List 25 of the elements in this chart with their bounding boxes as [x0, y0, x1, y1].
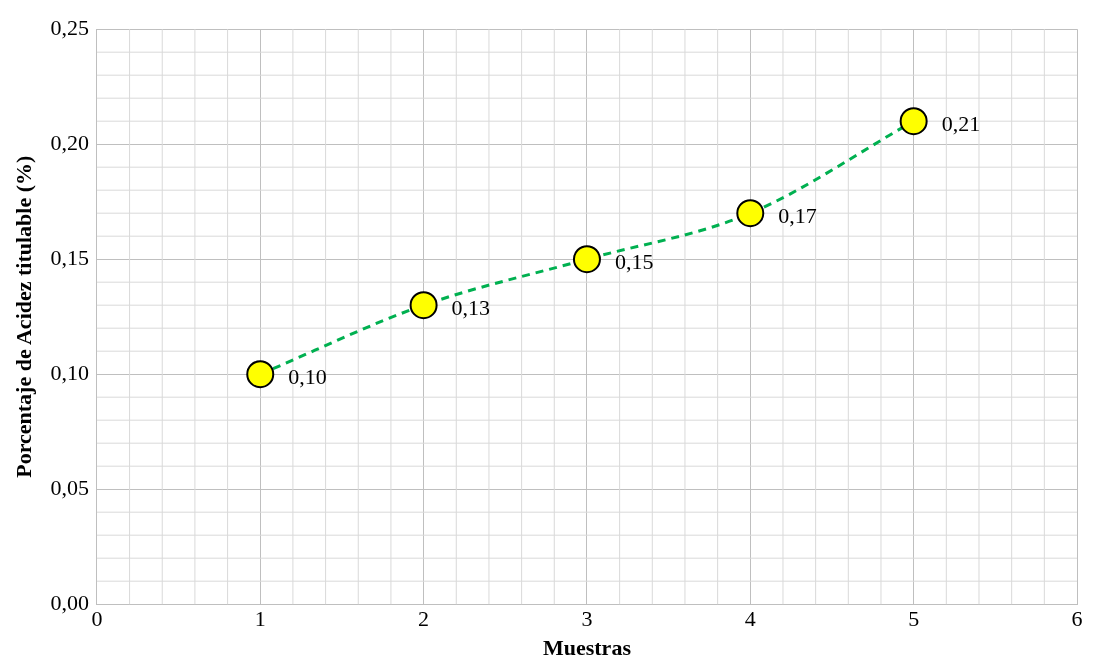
- point: [572, 245, 601, 274]
- x-tick-label: 5: [908, 606, 920, 632]
- point: [736, 199, 765, 228]
- x-tick-label: 1: [254, 606, 266, 632]
- x-tick-label: 0: [91, 606, 103, 632]
- point: [409, 291, 438, 320]
- x-tick-label: 6: [1071, 606, 1083, 632]
- x-tick-label: 4: [744, 606, 756, 632]
- x-tick-label: 2: [418, 606, 430, 632]
- data-label: 0,21: [941, 110, 981, 136]
- x-axis-title: Muestras: [542, 635, 632, 661]
- data-label: 0,15: [614, 248, 654, 274]
- data-label: 0,10: [288, 363, 327, 389]
- x-tick-label: 3: [581, 606, 593, 632]
- y-tick-label: 0,10: [50, 359, 89, 385]
- y-tick-label: 0,05: [50, 474, 89, 500]
- y-tick-label: 0,00: [50, 589, 89, 615]
- point: [246, 360, 275, 389]
- data-label: 0,13: [451, 294, 491, 320]
- y-tick-label: 0,20: [50, 129, 89, 155]
- y-axis-title: Porcentaje de Acidez titulable (%): [10, 155, 36, 478]
- data-label: 0,17: [778, 202, 817, 228]
- y-tick-label: 0,25: [50, 14, 89, 40]
- point: [899, 107, 928, 136]
- y-tick-label: 0,15: [50, 244, 89, 270]
